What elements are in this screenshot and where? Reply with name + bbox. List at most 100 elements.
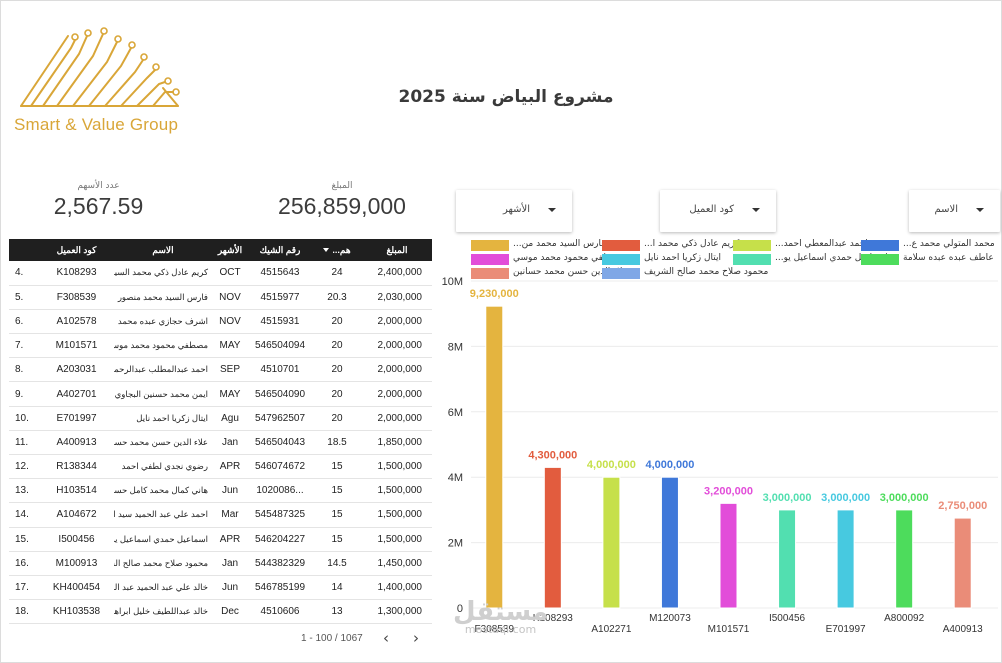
bar[interactable] (602, 476, 621, 609)
bar-value-label: 2,750,000 (938, 500, 987, 512)
header-check-number[interactable]: رقم الشيك (248, 239, 312, 261)
bar-chart-svg: 0 2M 4M 6M 8M 10M 9,230,000 F308539 4,300,000 K10… (442, 276, 998, 635)
cell-name: فارس السيد محمد منصور (114, 285, 212, 310)
legend-label: احمد عبدالمعطي احمد... (775, 239, 868, 249)
x-tick-label: F308539 (475, 624, 515, 635)
table-row[interactable]: 18. KH103538 خالد عبداللطيف خليل ابراهيم De… (9, 599, 432, 625)
filter-name-dropdown[interactable]: الاسم (909, 190, 1000, 232)
caret-down-icon (548, 208, 556, 212)
page-title: مشروع البياض سنة 2025 (398, 87, 614, 107)
bar-chart: 0 2M 4M 6M 8M 10M 9,230,000 F308539 4,300,000 K10… (436, 273, 1002, 643)
legend-item[interactable]: اسماعيل حمدي اسماعيل يو... (733, 253, 888, 266)
cell-index: 6. (9, 309, 39, 335)
legend-item[interactable]: كريم عادل ذكي محمد ا... (602, 239, 739, 252)
cell-amount: 1,400,000 (362, 575, 432, 601)
header-amount[interactable]: المبلغ (362, 239, 432, 261)
legend-item[interactable]: محمود صلاح محمد صالح الشريف (602, 267, 768, 280)
table-row[interactable]: 7. M101571 مصطفي محمود محمد موسي MAY 5465040… (9, 333, 432, 359)
header-name[interactable]: الاسم (114, 239, 212, 261)
cell-check-number: 546504043 (248, 430, 312, 456)
legend-label: كريم عادل ذكي محمد ا... (644, 239, 740, 249)
legend-swatch (602, 240, 640, 251)
legend-item[interactable]: مصطفي محمود محمد موسي (471, 253, 623, 266)
cell-check-number: 546785199 (248, 575, 312, 601)
cell-amount: 1,500,000 (362, 527, 432, 552)
legend-item[interactable]: ايتال زكريا احمد نايل (602, 253, 730, 266)
bar[interactable] (895, 509, 914, 609)
data-table: كود العميل الاسم الأشهر رقم الشيك ...هم … (9, 239, 432, 629)
watermark-logo-text: مستقل (453, 597, 549, 627)
cell-check-number: 544382329 (248, 551, 312, 576)
cell-index: 15. (9, 527, 39, 552)
bar[interactable] (778, 509, 797, 609)
legend-label: محمود صلاح محمد صالح الشريف (644, 267, 769, 277)
filter-customer-code-dropdown[interactable]: كود العميل (660, 190, 776, 232)
header-shares[interactable]: ...هم (312, 239, 362, 261)
header-month[interactable]: الأشهر (212, 239, 248, 261)
table-row[interactable]: 4. K108293 كريم عادل ذكي محمد السيد OCT 4515… (9, 261, 432, 286)
bar[interactable] (953, 517, 972, 609)
x-tick-label: M101571 (708, 624, 750, 635)
table-row[interactable]: 8. A203031 احمد عبدالمطلب عبدالرحمن SEP 4510… (9, 357, 432, 383)
legend-item[interactable]: علاء الدين حسن محمد حسانين (471, 267, 628, 280)
table-row[interactable]: 10. E701997 ايتال زكريا احمد نايل Agu 547962… (9, 406, 432, 431)
cell-shares: 20 (312, 333, 362, 359)
bar[interactable] (719, 502, 738, 609)
chevron-left-icon[interactable]: ‹ (383, 629, 389, 647)
y-tick-label: 4M (448, 472, 463, 484)
bar-value-label: 4,000,000 (645, 459, 694, 471)
filter-months-dropdown[interactable]: الأشهر (456, 190, 572, 232)
cell-name: ايتال زكريا احمد نايل (114, 406, 212, 431)
cell-customer-code: KH103538 (39, 599, 114, 625)
bar[interactable] (485, 305, 504, 609)
header-customer-code[interactable]: كود العميل (39, 239, 114, 261)
legend-swatch (471, 268, 509, 279)
caret-down-icon (976, 208, 984, 212)
cell-name: اشرف حجازي عبده محمد (114, 309, 212, 335)
bar[interactable] (836, 509, 855, 609)
legend-swatch (861, 254, 899, 265)
cell-name: رضوي نجدي لطفي احمد (114, 454, 212, 480)
cell-name: خالد عبداللطيف خليل ابراهيم (114, 599, 212, 625)
cell-check-number: 546504094 (248, 333, 312, 359)
cell-month: Dec (212, 599, 248, 625)
chevron-right-icon[interactable]: › (413, 629, 419, 647)
cell-shares: 20 (312, 406, 362, 431)
cell-month: Agu (212, 406, 248, 431)
cell-month: APR (212, 527, 248, 552)
kpi-value: 256,859,000 (278, 193, 406, 219)
x-tick-label: A102271 (591, 624, 631, 635)
cell-month: Mar (212, 502, 248, 528)
legend-item[interactable]: عاطف عبده عبده سلامة (861, 253, 994, 266)
cell-check-number: 545487325 (248, 502, 312, 528)
cell-name: احمد علي عبد الحميد سيد احمد (114, 502, 212, 528)
cell-customer-code: R138344 (39, 454, 114, 480)
legend-label: علاء الدين حسن محمد حسانين (513, 267, 629, 277)
cell-shares: 15 (312, 502, 362, 528)
logo-text: Smart & Value Group (14, 115, 179, 134)
table-row[interactable]: 6. A102578 اشرف حجازي عبده محمد NOV 4515931 2… (9, 309, 432, 335)
table-row[interactable]: 12. R138344 رضوي نجدي لطفي احمد APR 54607467… (9, 454, 432, 480)
cell-index: 16. (9, 551, 39, 576)
bar[interactable] (543, 466, 562, 609)
bar[interactable] (660, 476, 679, 609)
table-row[interactable]: 5. F308539 فارس السيد محمد منصور NOV 4515977… (9, 285, 432, 310)
table-row[interactable]: 9. A402701 ايمن محمد حسنين البجاوي MAY 54650… (9, 381, 432, 407)
cell-index: 5. (9, 285, 39, 310)
y-tick-label: 8M (448, 341, 463, 353)
legend-item[interactable]: فارس السيد محمد من... (471, 239, 605, 252)
cell-check-number: 4510606 (248, 599, 312, 625)
x-tick-label: M120073 (649, 613, 691, 624)
legend-item[interactable]: محمد المتولي محمد ع... (861, 239, 995, 252)
cell-customer-code: M100913 (39, 551, 114, 576)
cell-check-number: 4510701 (248, 357, 312, 383)
dropdown-label: الاسم (934, 204, 958, 215)
dropdown-label: الأشهر (503, 204, 530, 215)
legend-item[interactable]: احمد عبدالمعطي احمد... (733, 239, 868, 252)
